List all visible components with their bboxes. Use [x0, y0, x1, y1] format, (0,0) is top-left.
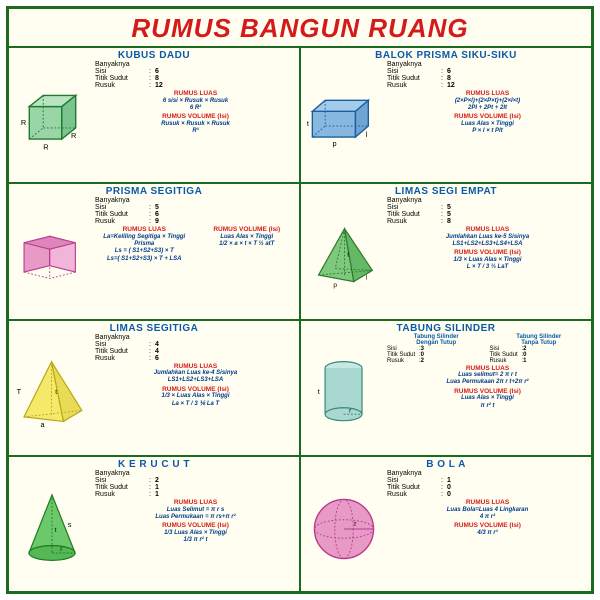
name-tabung: TABUNG SILINDER — [304, 323, 588, 334]
props-limas3: Banyaknya Sisi:4 Titik Sudut:4 Rusuk:6 R… — [95, 334, 296, 453]
pyramid3-icon: T a t — [12, 334, 92, 453]
props-bola: Banyaknya Sisi:1 Titik Sudut:0 Rusuk:0 R… — [387, 470, 588, 589]
cell-limas4: LIMAS SEGI EMPAT t p l — [301, 184, 591, 318]
svg-text:l: l — [366, 130, 368, 139]
svg-text:T: T — [17, 387, 22, 396]
props-kubus: Banyaknya Sisi:6 Titik Sudut:8 Rusuk:12 … — [95, 61, 296, 180]
name-kubus: KUBUS DADU — [12, 50, 296, 61]
cylinder-icon: r t — [304, 334, 384, 453]
row-4: K E R U C U T s t r — [9, 457, 591, 591]
pyramid4-icon: t p l — [304, 197, 384, 316]
row-2: PRISMA SEGITIGA Banyaknya — [9, 184, 591, 320]
svg-text:l: l — [365, 275, 367, 282]
svg-text:a: a — [41, 420, 46, 429]
props-kerucut: Banyaknya Sisi:2 Titik Sudut:1 Rusuk:1 R… — [95, 470, 296, 589]
cone-icon: s t r — [12, 470, 92, 589]
name-limas4: LIMAS SEGI EMPAT — [304, 186, 588, 197]
cell-prisma: PRISMA SEGITIGA Banyaknya — [9, 184, 301, 318]
svg-text:t: t — [307, 119, 309, 128]
row-3: LIMAS SEGITIGA T a t — [9, 321, 591, 457]
poster-inner: RUMUS BANGUN RUANG KUBUS DADU R — [6, 6, 594, 594]
svg-text:t: t — [55, 389, 57, 396]
main-title: RUMUS BANGUN RUANG — [9, 9, 591, 46]
svg-text:R: R — [20, 118, 25, 127]
props-prisma: Banyaknya Sisi:5 Titik Sudut:6 Rusuk:9 R… — [95, 197, 296, 316]
cell-kerucut: K E R U C U T s t r — [9, 457, 301, 591]
cell-tabung: TABUNG SILINDER r t — [301, 321, 591, 455]
svg-text:s: s — [68, 521, 72, 530]
svg-text:R: R — [71, 131, 76, 140]
cell-bola: B O L A r Banyaknya Sisi:1 — [301, 457, 591, 591]
props-balok: Banyaknya Sisi:6 Titik Sudut:8 Rusuk:12 … — [387, 61, 588, 180]
svg-text:t: t — [347, 252, 349, 259]
name-bola: B O L A — [304, 459, 588, 470]
prism-icon — [12, 197, 92, 316]
cuboid-icon: p l t — [304, 61, 384, 180]
name-prisma: PRISMA SEGITIGA — [12, 186, 296, 197]
props-limas4: Banyaknya Sisi:5 Titik Sudut:5 Rusuk:8 R… — [387, 197, 588, 316]
svg-text:t: t — [318, 387, 320, 396]
name-balok: BALOK PRISMA SIKU-SIKU — [304, 50, 588, 61]
name-limas3: LIMAS SEGITIGA — [12, 323, 296, 334]
svg-text:p: p — [333, 139, 337, 148]
svg-text:R: R — [43, 142, 48, 151]
name-kerucut: K E R U C U T — [12, 459, 296, 470]
row-1: KUBUS DADU R R R — [9, 48, 591, 184]
cell-limas3: LIMAS SEGITIGA T a t — [9, 321, 301, 455]
svg-text:t: t — [55, 527, 57, 534]
poster-frame: RUMUS BANGUN RUANG KUBUS DADU R — [0, 0, 600, 600]
sphere-icon: r — [304, 470, 384, 589]
props-tabung: Tabung Silinder Dengan Tutup Tabung Sili… — [387, 334, 588, 453]
cell-kubus: KUBUS DADU R R R — [9, 48, 301, 182]
cell-balok: BALOK PRISMA SIKU-SIKU p l t — [301, 48, 591, 182]
cube-icon: R R R — [12, 61, 92, 180]
svg-text:p: p — [333, 283, 337, 290]
